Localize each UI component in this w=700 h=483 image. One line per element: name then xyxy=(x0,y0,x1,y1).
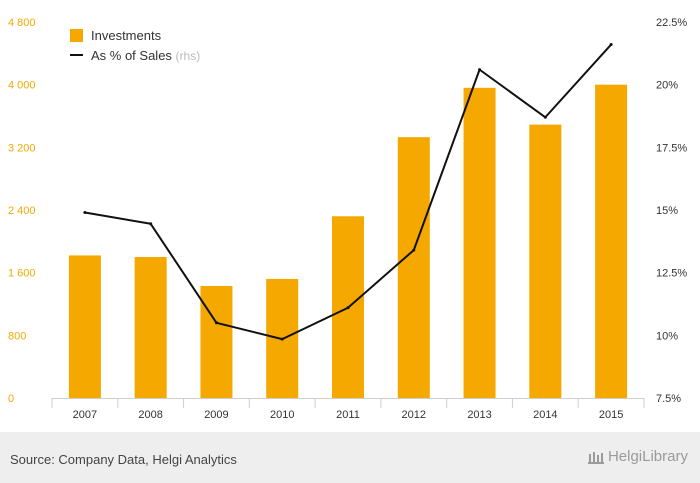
x-tick-label: 2007 xyxy=(73,409,97,421)
line-point xyxy=(214,321,218,325)
bar xyxy=(134,257,167,398)
y-left-tick-label: 4 800 xyxy=(8,17,36,29)
y-right-tick-label: 10% xyxy=(656,330,678,342)
line-point xyxy=(83,211,87,215)
x-tick-label: 2015 xyxy=(599,409,623,421)
brand-name: HelgiLibrary xyxy=(607,448,688,465)
line-point xyxy=(543,115,547,119)
y-left-tick-label: 3 200 xyxy=(8,142,36,154)
y-right-tick-label: 20% xyxy=(656,80,678,92)
x-tick-label: 2011 xyxy=(336,409,360,421)
y-right-tick-label: 12.5% xyxy=(656,268,687,280)
y-right-tick-label: 15% xyxy=(656,205,678,217)
y-right-tick-label: 7.5% xyxy=(656,393,681,405)
library-icon xyxy=(587,451,604,464)
y-left-tick-label: 800 xyxy=(8,330,26,342)
legend-swatch-investments xyxy=(70,29,83,42)
footer: Source: Company Data, Helgi Analytics He… xyxy=(0,432,700,483)
chart: 0 800 1 600 2 400 3 200 4 000 4 800 7.5% 10% 12.5… xyxy=(8,17,687,421)
y-left-tick-label: 0 xyxy=(8,393,14,405)
line-point xyxy=(478,68,482,72)
x-tick-label: 2014 xyxy=(533,409,557,421)
legend-label-investments: Investments xyxy=(91,28,162,43)
x-tick-label: 2012 xyxy=(402,409,426,421)
line-point xyxy=(412,248,416,252)
source-text: Source: Company Data, Helgi Analytics xyxy=(10,452,237,467)
x-tick-label: 2010 xyxy=(270,409,294,421)
x-tick-label: 2013 xyxy=(467,409,491,421)
bar xyxy=(595,84,628,399)
y-right-tick-label: 22.5% xyxy=(656,17,687,29)
bar xyxy=(463,87,496,399)
bar xyxy=(529,124,562,398)
bar xyxy=(397,137,430,398)
line-point xyxy=(280,337,284,341)
line-point xyxy=(609,43,613,47)
line-point xyxy=(149,222,153,226)
legend-label-suffix: (rhs) xyxy=(176,49,201,63)
x-tick-label: 2009 xyxy=(204,409,228,421)
line-point xyxy=(346,306,350,310)
bar xyxy=(200,285,233,398)
y-left-tick-label: 4 000 xyxy=(8,80,36,92)
bar xyxy=(68,255,101,398)
y-left-tick-label: 1 600 xyxy=(8,268,36,280)
y-left-tick-label: 2 400 xyxy=(8,205,36,217)
y-right-tick-label: 17.5% xyxy=(656,142,687,154)
x-tick-label: 2008 xyxy=(138,409,162,421)
brand-logo: HelgiLibrary xyxy=(587,448,688,465)
legend-label-share: As % of Sales (rhs) xyxy=(91,48,200,63)
